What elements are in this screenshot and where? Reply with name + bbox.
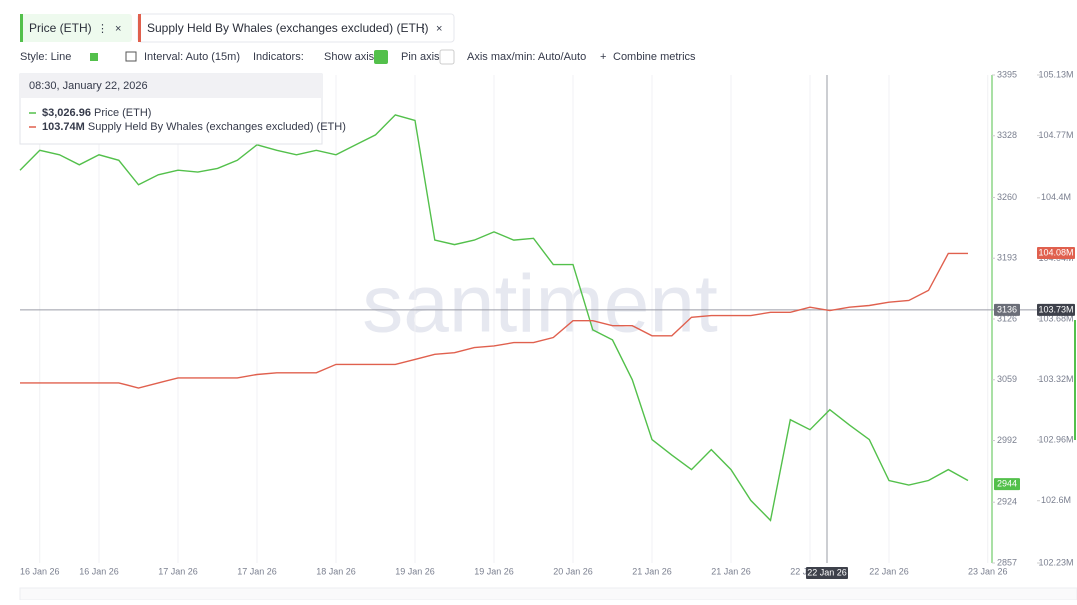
tooltip-row: 103.74M Supply Held By Whales (exchanges… (42, 121, 346, 133)
x-tick-label: 23 Jan 26 (968, 566, 1008, 576)
y2-tick-label: 103.68M (1038, 313, 1073, 323)
show-axis-label[interactable]: Show axis (324, 51, 375, 63)
y2-tick-label: 104.77M (1038, 130, 1073, 140)
series-line (20, 252, 968, 389)
y2-tick-label: 105.13M (1038, 69, 1073, 79)
watermark: santiment (362, 259, 718, 350)
tab-accent (20, 14, 23, 42)
x-tick-label: 19 Jan 26 (474, 566, 514, 576)
tab[interactable] (20, 14, 132, 42)
tooltip-series: Price (ETH) (94, 107, 151, 119)
series-line (19, 114, 969, 522)
crosshair-y-label-bg (994, 303, 1020, 316)
interval-icon (125, 51, 137, 62)
close-icon[interactable]: × (115, 23, 121, 35)
tooltip-value: 103.74M (42, 121, 85, 133)
crosshair-x-label: 22 Jan 26 (807, 567, 847, 577)
x-tick-label: 18 Jan 26 (316, 566, 356, 576)
last-price-label-bg (994, 478, 1020, 491)
tooltip-series: Supply Held By Whales (exchanges exclude… (88, 121, 346, 133)
color-picker[interactable] (90, 53, 98, 61)
crosshair-y-label: 3136 (997, 304, 1017, 314)
y2-tick-label: 102.6M (1041, 495, 1071, 505)
x-tick-label: 17 Jan 26 (237, 566, 277, 576)
tooltip-header (20, 74, 322, 98)
interval-select[interactable]: Interval: Auto (15m) (144, 51, 240, 63)
combine-metrics-button[interactable]: Combine metrics (613, 51, 696, 63)
y-tick-label: 2857 (997, 557, 1017, 567)
y-tick-label: 2992 (997, 435, 1017, 445)
x-tick-label: 20 Jan 26 (553, 566, 593, 576)
show-axis-checkbox[interactable] (374, 50, 388, 64)
y-tick-label: 3395 (997, 69, 1017, 79)
indicators-select[interactable]: Indicators: (253, 51, 304, 63)
crosshair-x-label-bg (806, 567, 848, 579)
y-tick-label: 3260 (997, 192, 1017, 202)
y-tick-label: 3059 (997, 374, 1017, 384)
x-tick-label: 21 Jan 26 (632, 566, 672, 576)
y-tick-label: 2924 (997, 497, 1017, 507)
last-whales-label: 104.08M (1038, 247, 1073, 257)
y-tick-label: 3328 (997, 130, 1017, 140)
navigator[interactable] (19, 587, 1077, 601)
menu-icon[interactable]: ⋮ (97, 23, 108, 35)
y2-tick-label: 102.23M (1038, 557, 1073, 567)
tooltip-time: 08:30, January 22, 2026 (29, 80, 148, 92)
tooltip: 08:30, January 22, 2026 $3,026.96 Price … (19, 73, 346, 145)
tab-label[interactable]: Price (ETH) (29, 21, 92, 35)
pin-axis-label[interactable]: Pin axis (401, 51, 440, 63)
x-tick-label: 19 Jan 26 (395, 566, 435, 576)
axis-minmax-select[interactable]: Axis max/min: Auto/Auto (467, 51, 586, 63)
tooltip-value: $3,026.96 (42, 107, 91, 119)
y-tick-label: 3126 (997, 313, 1017, 323)
close-icon[interactable]: × (436, 23, 442, 35)
menu-icon[interactable]: ⋮ (418, 23, 429, 35)
last-price-label: 2944 (997, 478, 1017, 488)
x-tick-label: 21 Jan 26 (711, 566, 751, 576)
tab-accent (138, 14, 141, 42)
plot: 2857 2924 2992 3059 3126 3193 3260 3328 3395 102.… (19, 69, 1076, 579)
tooltip-row: $3,026.96 Price (ETH) (42, 107, 151, 119)
style-select[interactable]: Style: Line (20, 51, 71, 63)
tab-label[interactable]: Supply Held By Whales (exchanges exclude… (147, 21, 428, 35)
x-tick-label: 16 Jan 26 (20, 566, 60, 576)
crosshair-y2-label: 103.73M (1038, 304, 1073, 314)
plus-icon: + (600, 51, 606, 63)
x-tick-label: 22 Jan 26 (869, 566, 909, 576)
x-tick-label: 17 Jan 26 (158, 566, 198, 576)
last-whales-label-bg (1037, 247, 1075, 259)
y2-tick-label: 103.32M (1038, 374, 1073, 384)
pin-axis-checkbox[interactable] (439, 49, 455, 65)
y2-tick-label: 104.4M (1041, 192, 1071, 202)
y2-tick-label: 102.96M (1038, 435, 1073, 445)
crosshair-y2-label-bg (1037, 303, 1075, 316)
x-tick-label: 16 Jan 26 (79, 566, 119, 576)
y-tick-label: 3193 (997, 253, 1017, 263)
